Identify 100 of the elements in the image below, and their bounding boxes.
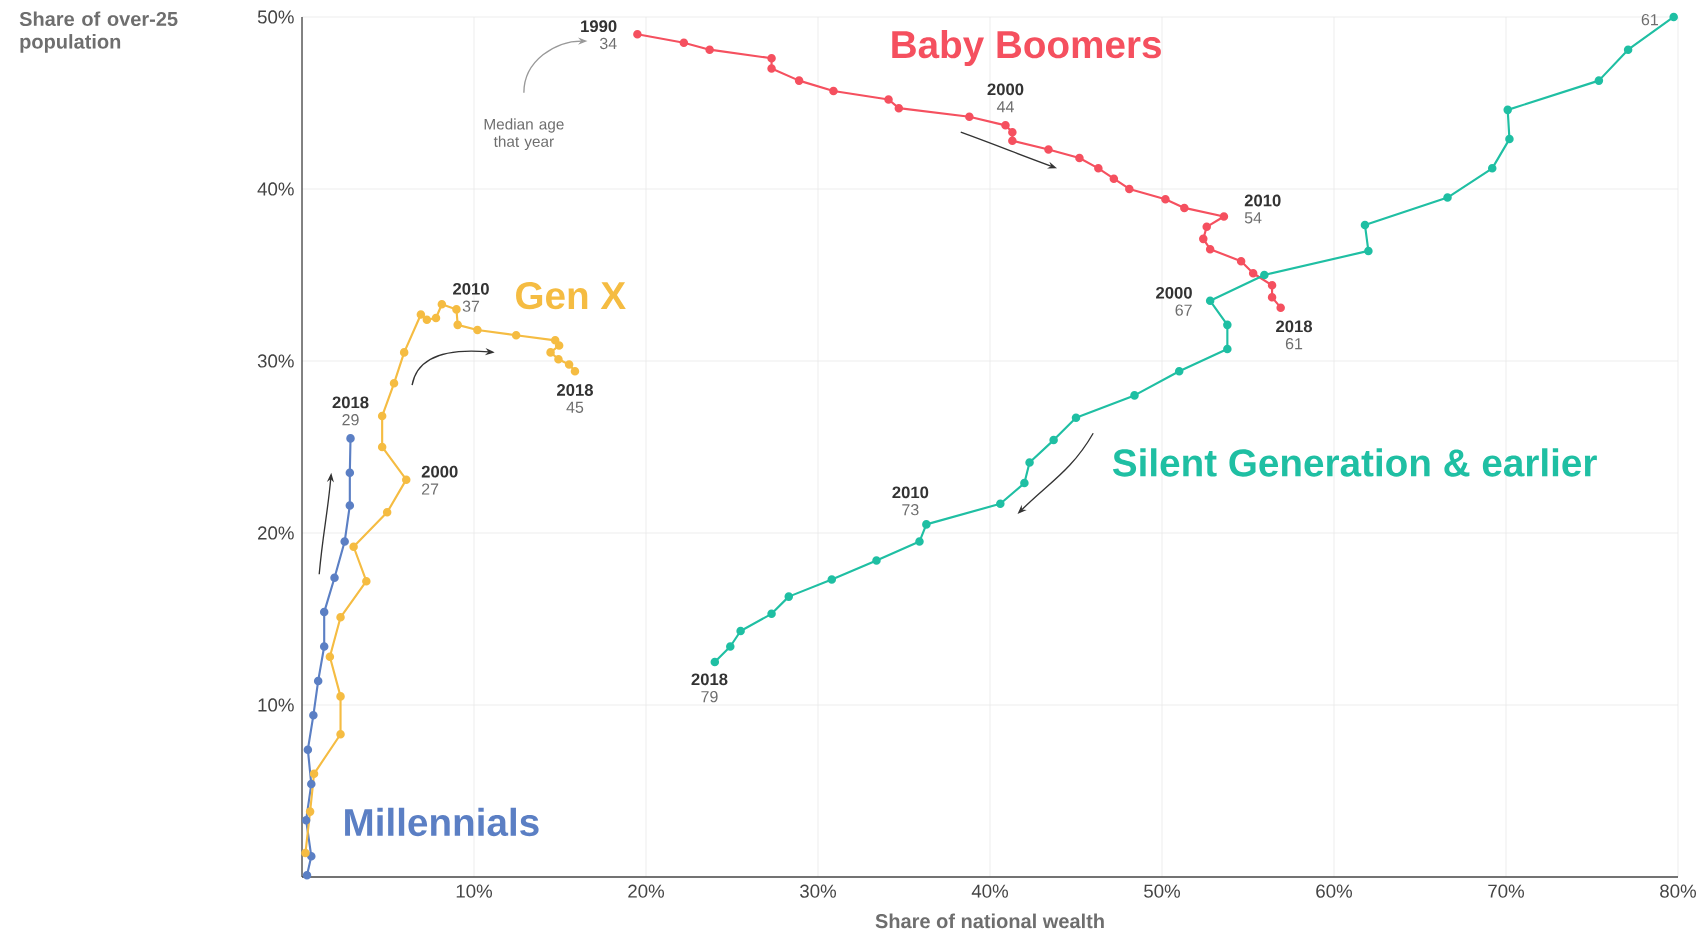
annotation: 2018 [691,673,728,686]
point [784,592,794,601]
point [922,520,931,529]
point [309,769,319,779]
point [473,325,482,335]
point [1487,164,1497,173]
point [1044,145,1053,154]
point [1075,153,1084,163]
point [1236,256,1246,266]
annotation: 61 [1641,13,1658,26]
point [1623,45,1633,54]
point [1130,391,1139,400]
point [416,310,426,319]
annotation: Median age that year [484,118,564,150]
point [330,573,339,582]
point [884,95,893,104]
annotation: 67 [1175,304,1192,316]
point [452,305,461,314]
point [346,434,355,443]
point [872,556,881,565]
point [303,745,313,754]
point [767,609,776,619]
point [1202,222,1211,232]
x-tick-label: 60% [1316,884,1352,898]
point [1594,76,1604,85]
point [1001,121,1010,130]
point [336,612,345,622]
point [1248,268,1258,278]
point [511,330,521,340]
annotation: 2018 [557,384,593,396]
point [1180,203,1189,213]
series-label: Gen X [516,281,626,310]
annotation: 44 [996,101,1014,113]
point [1276,303,1285,312]
x-tick-label: 10% [456,884,493,898]
point [1008,136,1017,146]
point [382,508,392,517]
x-tick-label: 50% [1144,884,1181,898]
point [1205,296,1215,306]
point [1008,127,1017,137]
y-axis-title: Share of over-25 population [19,11,178,53]
point [554,341,564,350]
annotation: 2000 [987,83,1024,96]
point [633,29,642,39]
point [345,501,355,510]
point [305,807,315,816]
point [422,315,432,324]
y-tick-label: 50% [257,10,294,24]
point [767,64,776,73]
point [431,313,441,323]
annotation: 2000 [1156,286,1192,299]
point [1094,164,1103,173]
point [1161,195,1170,204]
point [1443,193,1452,202]
point [965,112,974,122]
point [349,542,358,552]
point [1223,344,1232,354]
point [1267,281,1277,290]
annotation: 2010 [892,486,929,499]
point [1199,234,1208,244]
point [399,348,409,357]
point [1125,184,1134,194]
point [325,652,335,662]
annotation: 2010 [453,282,489,295]
point [996,499,1005,509]
point [377,411,387,421]
point [710,657,720,667]
point [546,348,555,357]
annotation: 54 [1244,212,1262,224]
point [827,575,837,584]
y-tick-label: 30% [257,354,294,368]
point [345,468,355,478]
series-label: Millennials [345,807,539,837]
annotation: 2000 [421,465,458,478]
point [1223,320,1232,330]
annotation: 45 [566,401,584,413]
y-tick-label: 40% [257,182,294,196]
annotation: 2010 [1244,194,1281,207]
point [437,299,447,309]
point [915,537,924,546]
annotation: 79 [701,690,718,703]
x-tick-label: 30% [800,884,837,898]
point [319,642,329,651]
point [336,692,345,701]
point [1020,478,1029,488]
x-tick-label: 80% [1660,884,1696,898]
point [1505,134,1514,144]
annotation: 2018 [332,396,369,409]
annotation: 2018 [1276,320,1313,333]
series-label: Silent Generation & earlier [1112,448,1597,477]
x-tick-label: 20% [628,884,665,898]
point [894,103,904,113]
x-tick-label: 70% [1488,884,1524,898]
point [302,870,312,880]
point [340,537,349,546]
point [794,76,804,85]
x-tick-label: 40% [971,884,1009,898]
point [453,320,462,330]
point [1071,413,1081,423]
y-tick-label: 20% [258,526,294,540]
